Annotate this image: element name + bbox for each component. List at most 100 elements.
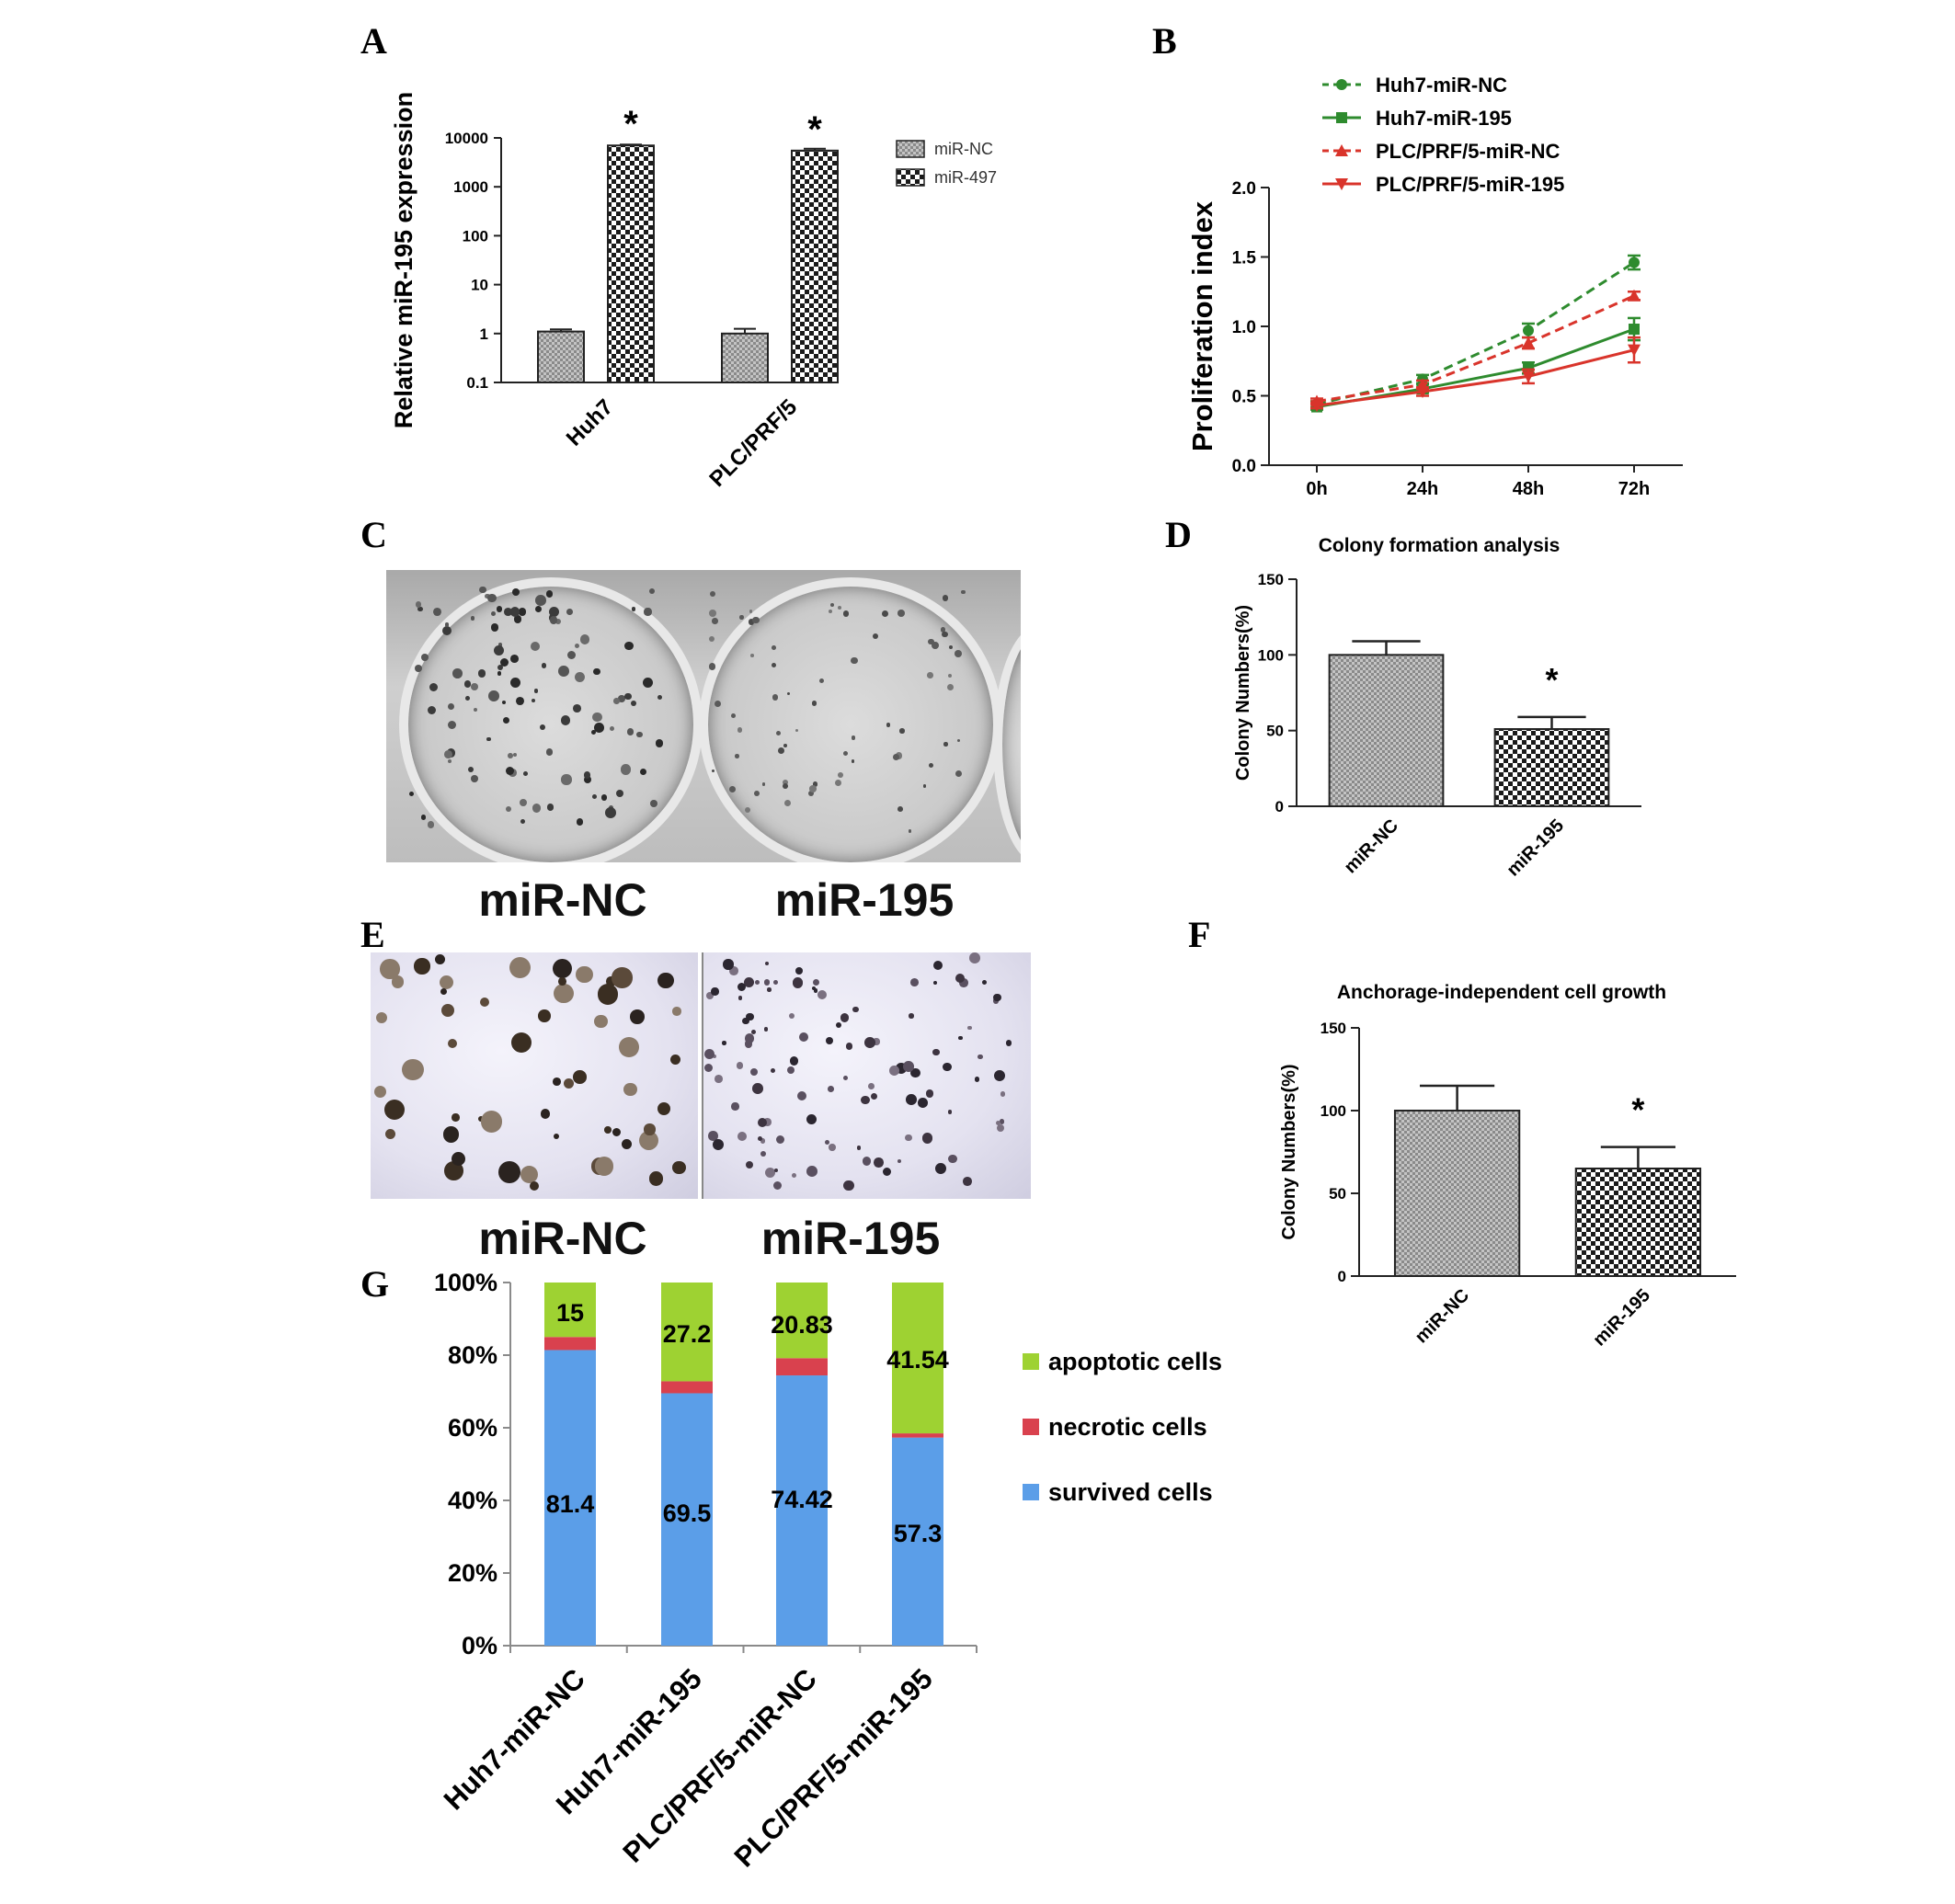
- colony-dot: [838, 771, 844, 778]
- colony-dot: [497, 671, 502, 676]
- colony-dot: [751, 1083, 763, 1095]
- colony-dot: [996, 1123, 1005, 1133]
- colony-dot: [862, 1157, 872, 1166]
- data-point: [1522, 371, 1535, 383]
- colony-dot: [488, 690, 499, 701]
- colony-dot: [910, 978, 920, 987]
- colony-dot: [485, 593, 490, 599]
- colony-dot: [655, 739, 664, 747]
- colony-dot: [509, 956, 532, 979]
- legend-marker: [1336, 79, 1347, 90]
- y-tick-label: 20%: [448, 1559, 497, 1587]
- y-tick-label: 10: [471, 277, 488, 294]
- colony-dot: [584, 776, 592, 784]
- colony-dot: [897, 806, 903, 813]
- y-tick-label: 1.5: [1232, 249, 1257, 268]
- colony-dot: [757, 1136, 763, 1142]
- panel-letter-d: D: [1165, 514, 1192, 555]
- colony-dot: [767, 987, 772, 992]
- y-tick-label: 100: [1258, 646, 1284, 664]
- colony-dot: [711, 618, 718, 624]
- colony-dot: [932, 961, 943, 971]
- colony-dot: [723, 959, 734, 970]
- dish-partial: [993, 625, 1021, 862]
- y-tick-label: 0: [1338, 1268, 1346, 1285]
- bar-miR-497: [791, 149, 839, 383]
- colony-dot: [576, 818, 584, 826]
- colony-dot: [922, 784, 927, 788]
- colony-dot: [487, 593, 497, 603]
- colony-dot: [711, 987, 719, 996]
- colony-dot: [630, 1009, 645, 1024]
- colony-dot: [535, 595, 546, 606]
- chart-a-relative-expression: 0.1 1 10 100 1000 10000 Relative miR-195 expre…: [390, 92, 997, 492]
- colony-dot: [604, 1125, 612, 1134]
- bar-miR-497: [607, 144, 655, 383]
- colony-dot: [594, 1157, 614, 1176]
- significance-star: *: [1545, 661, 1558, 699]
- colony-dot: [722, 1041, 726, 1045]
- colony-dot: [904, 1134, 912, 1142]
- y-tick-label: 0: [1275, 798, 1284, 815]
- colony-dot: [657, 1102, 670, 1116]
- caption-e-mir-nc: miR-NC: [478, 1213, 647, 1264]
- colony-dot: [842, 1075, 848, 1080]
- data-label: 15: [556, 1299, 584, 1327]
- y-tick-label: 2.0: [1232, 179, 1256, 199]
- colony-dot: [709, 610, 717, 617]
- stack-segment-survived cells: [776, 1375, 828, 1646]
- colony-dot: [546, 804, 554, 811]
- colony-dot: [510, 1032, 532, 1054]
- colony-dot: [992, 993, 1001, 1002]
- colony-dot: [969, 952, 980, 964]
- colony-dot: [563, 1077, 575, 1089]
- colony-dot: [706, 991, 715, 999]
- colony-dot: [444, 622, 450, 627]
- colony-dot: [883, 1167, 892, 1177]
- legend-marker: [1336, 112, 1347, 123]
- colony-dot: [921, 1133, 932, 1144]
- colony-dot: [574, 671, 585, 682]
- colony-dot: [789, 1056, 799, 1066]
- colony-dot: [842, 610, 850, 617]
- data-point: [1629, 257, 1640, 268]
- colony-dot: [750, 1030, 756, 1035]
- colony-dot: [958, 1035, 964, 1041]
- colony-dot: [761, 782, 766, 786]
- colony-dot: [566, 609, 574, 615]
- colony-dot: [648, 587, 656, 594]
- colony-dot: [795, 728, 799, 732]
- colony-dot: [873, 633, 879, 640]
- colony-dot: [441, 1003, 455, 1018]
- legend-swatch: [1023, 1484, 1039, 1500]
- colony-dot: [994, 1070, 1006, 1081]
- legend-label: PLC/PRF/5-miR-NC: [1376, 140, 1561, 163]
- colony-dot: [530, 1180, 540, 1191]
- colony-dot: [555, 618, 562, 624]
- data-point: [1628, 289, 1641, 302]
- colony-dot: [874, 1157, 884, 1168]
- colony-dot: [899, 728, 905, 734]
- colony-dot: [511, 588, 520, 597]
- colony-dot: [749, 1067, 759, 1077]
- colony-dot: [477, 669, 486, 678]
- colony-dish-photo: [386, 570, 1021, 862]
- colony-dot: [621, 764, 632, 775]
- colony-dot: [954, 650, 962, 658]
- data-label: 27.2: [663, 1320, 712, 1348]
- y-tick-label: 10000: [445, 130, 488, 147]
- colony-dot: [650, 800, 658, 808]
- series-line-PLC/PRF/5-miR-NC: [1316, 294, 1635, 404]
- stack-segment-necrotic cells: [661, 1381, 713, 1394]
- colony-dot: [806, 1166, 818, 1178]
- legend-label: miR-NC: [934, 140, 993, 158]
- colony-dot: [791, 1172, 797, 1179]
- colony-dot: [744, 1040, 753, 1048]
- colony-dot: [573, 1070, 587, 1084]
- colony-dot: [415, 600, 422, 608]
- colony-dot: [974, 1077, 980, 1082]
- colony-dot: [932, 642, 939, 649]
- chart-title: Anchorage-independent cell growth: [1337, 982, 1666, 1003]
- colony-dot: [742, 1017, 749, 1024]
- colony-dot: [772, 694, 778, 701]
